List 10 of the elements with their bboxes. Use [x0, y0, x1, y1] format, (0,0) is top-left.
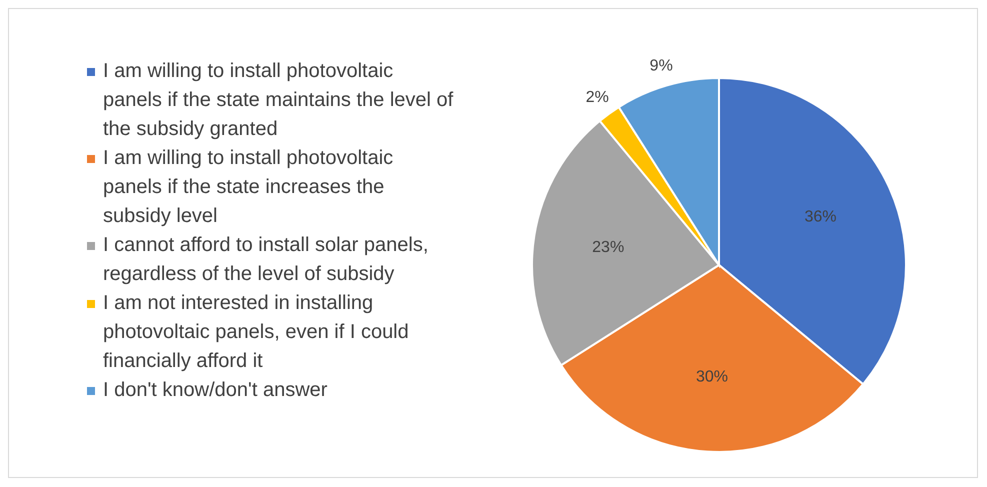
- data-label: 23%: [592, 238, 624, 256]
- data-label: 2%: [586, 89, 609, 106]
- legend-label: I am not interested in installing photovoltaic panels, even if I could financially afford it: [103, 291, 410, 374]
- data-label: 9%: [650, 58, 673, 75]
- legend-label: I am willing to install photovoltaic panels if the state maintains the level of the subsidy granted: [103, 59, 454, 142]
- legend-label: I don't know/don't answer: [103, 378, 328, 403]
- data-label: 30%: [696, 368, 728, 386]
- legend-label: I am willing to install photovoltaic panels if the state increases the subsidy level: [103, 146, 394, 229]
- legend-label: I cannot afford to install solar panels, regardless of the level of subsidy: [103, 233, 430, 287]
- data-label: 36%: [804, 208, 837, 226]
